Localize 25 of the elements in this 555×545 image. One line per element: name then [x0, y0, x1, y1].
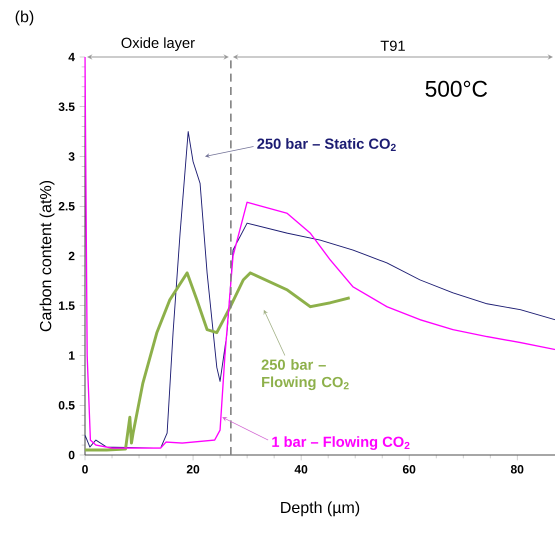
y-tick-label: 2.5 [58, 202, 75, 210]
y-tick-label: 1.5 [59, 302, 75, 310]
text: 250 bar – Static CO$_{2}$ [257, 138, 396, 151]
y-tick-label: 0 [68, 450, 74, 460]
y-tick-label: 0.5 [58, 400, 75, 410]
y-tick-label: 1 [69, 351, 75, 360]
text: Oxide layer [122, 37, 195, 51]
y-tick-label: 4 [68, 52, 75, 62]
x-tick-label: 40 [294, 465, 308, 474]
x-tick-label: 0 [82, 465, 88, 474]
annotation: 500°C [426, 80, 488, 97]
x-axis-title: Depth (µm) [281, 501, 360, 516]
y-axis-title: Carbon content (at%) [40, 180, 54, 332]
x-tick-label: 60 [402, 465, 416, 474]
y-tick-label: 3 [68, 152, 75, 161]
text: 1 bar – Flowing CO$_{2}$ [272, 436, 410, 450]
y-tick-label: 3.5 [58, 102, 75, 111]
x-tick-label: 20 [186, 465, 200, 474]
text: (b) [16, 10, 34, 26]
x-tick-label: 80 [510, 465, 524, 474]
line-series [84, 56, 555, 449]
y-tick-label: 2 [68, 252, 74, 260]
line-series [84, 131, 555, 449]
text: 250 bar – Flowing CO$_{2}$ [262, 359, 349, 390]
text: T91 [380, 40, 405, 51]
